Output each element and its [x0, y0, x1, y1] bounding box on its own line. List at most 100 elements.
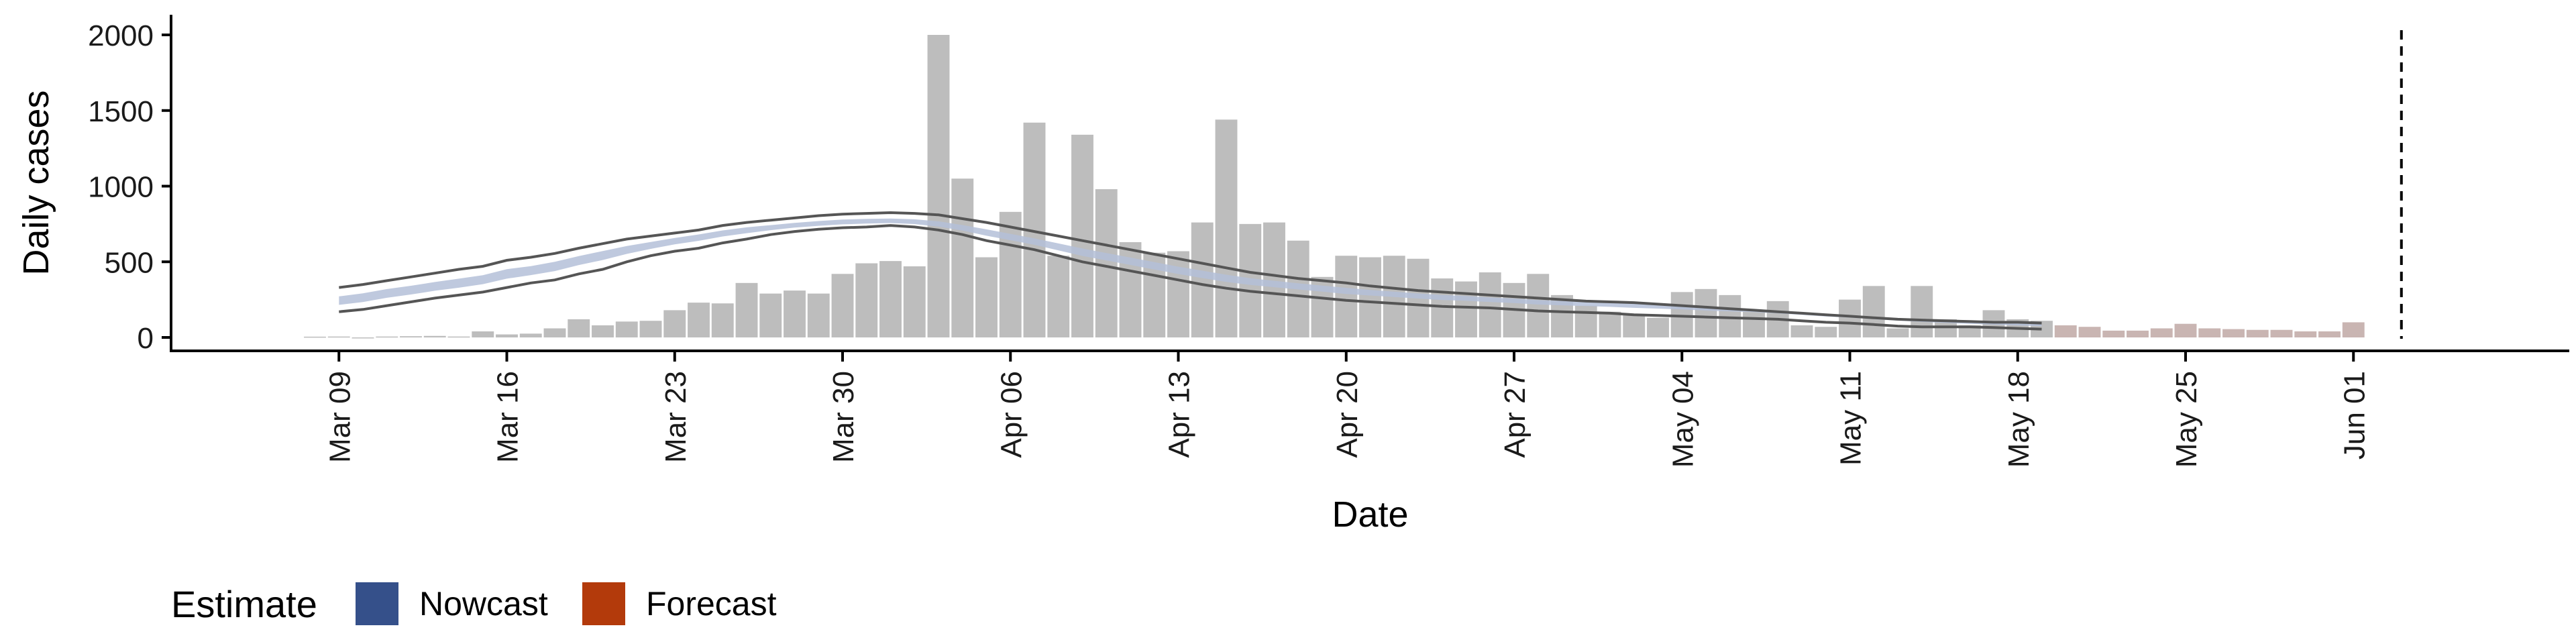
legend-title: Estimate: [171, 583, 317, 625]
bar: [1647, 317, 1669, 337]
x-tick-label: Apr 20: [1331, 371, 1364, 458]
bar: [927, 35, 950, 337]
y-tick-label: 1500: [88, 95, 154, 128]
x-tick-label: May 04: [1666, 371, 1699, 468]
bar: [807, 293, 830, 337]
bar: [352, 337, 374, 339]
bar: [543, 328, 566, 337]
bar: [2318, 331, 2341, 337]
x-tick-label: Mar 30: [827, 371, 860, 463]
bar: [2294, 331, 2317, 337]
bar: [1790, 325, 1813, 337]
x-tick-label: Mar 23: [659, 371, 692, 463]
bar: [2222, 329, 2245, 337]
bar: [1455, 281, 1477, 337]
bar: [1359, 257, 1381, 337]
bar: [472, 331, 494, 337]
bar: [2102, 330, 2125, 337]
bar: [735, 282, 758, 337]
bar: [688, 303, 710, 337]
bar: [2342, 322, 2365, 337]
x-tick-label: Jun 01: [2338, 371, 2371, 460]
bar: [423, 335, 446, 337]
bar: [1215, 119, 1238, 337]
y-tick-label: 500: [105, 246, 154, 279]
bar: [1095, 189, 1118, 337]
legend-key-forecast: [582, 582, 625, 625]
bar: [2150, 328, 2173, 337]
bar: [1743, 311, 1765, 337]
x-tick-label: Mar 16: [492, 371, 525, 463]
bar: [711, 303, 734, 337]
bar: [447, 336, 470, 338]
bar: [376, 336, 398, 338]
bars-layer: [304, 35, 2365, 339]
legend-key-nowcast: [356, 582, 398, 625]
bar: [1623, 315, 1646, 337]
x-tick-label: Apr 06: [995, 371, 1028, 458]
legend-label-nowcast: Nowcast: [419, 585, 548, 623]
bar: [663, 310, 686, 337]
bar: [2174, 323, 2197, 337]
bar: [2127, 330, 2149, 337]
bar: [1695, 288, 1717, 337]
bar: [903, 266, 926, 337]
bar: [519, 333, 542, 337]
bar: [1527, 274, 1550, 337]
bar: [1191, 222, 1214, 337]
bar: [2246, 329, 2269, 337]
y-tick-label: 0: [138, 322, 154, 355]
x-tick-label: Apr 27: [1499, 371, 1532, 458]
bar: [1071, 134, 1093, 337]
legend-label-forecast: Forecast: [646, 585, 777, 623]
bar: [1911, 286, 1933, 337]
y-axis-title: Daily cases: [16, 90, 56, 275]
x-tick-label: Mar 09: [323, 371, 356, 463]
bar: [999, 211, 1022, 337]
bar: [1263, 222, 1285, 337]
nowcast-ribbon: [339, 218, 2042, 327]
bar: [2054, 325, 2077, 337]
bar: [1958, 325, 1981, 337]
bar: [1815, 327, 1837, 337]
y-tick-label: 2000: [88, 19, 154, 52]
y-tick-label: 1000: [88, 171, 154, 204]
bar: [759, 293, 782, 337]
x-tick-label: Apr 13: [1163, 371, 1196, 458]
bar: [400, 336, 422, 337]
bar: [879, 261, 902, 337]
bar: [592, 325, 614, 337]
x-tick-label: May 11: [1835, 371, 1868, 466]
bar: [1167, 251, 1189, 337]
bar: [2198, 328, 2221, 337]
bar: [975, 257, 998, 337]
x-axis-title: Date: [1332, 494, 1408, 535]
nowcast-upper-bound-line: [339, 211, 2042, 325]
bar: [951, 178, 974, 337]
bar: [327, 336, 350, 338]
bar: [1839, 299, 1861, 338]
bar: [831, 274, 854, 337]
bar: [639, 321, 662, 337]
bar: [1886, 328, 1909, 337]
x-tick-label: May 25: [2170, 371, 2203, 468]
bar: [1862, 286, 1885, 337]
bar: [784, 290, 806, 337]
nowcast-lower-bound-line: [339, 224, 2042, 331]
bar: [2078, 327, 2101, 337]
bar: [496, 334, 518, 337]
bar: [855, 263, 878, 337]
bar: [1574, 305, 1597, 337]
bar: [1335, 256, 1358, 337]
bar: [1479, 272, 1501, 337]
legend: Estimate Nowcast Forecast: [171, 582, 777, 625]
bar: [304, 336, 326, 338]
x-ticks: Mar 09 Mar 16 Mar 23 Mar 30 Apr 06 Apr 13 Apr …: [323, 351, 2371, 468]
bar: [615, 321, 638, 337]
bar: [1599, 311, 1621, 337]
bar: [1047, 256, 1070, 337]
bar: [568, 319, 590, 337]
x-tick-label: May 18: [2002, 371, 2035, 468]
y-ticks: 0 500 1000 1500 2000: [88, 19, 171, 355]
